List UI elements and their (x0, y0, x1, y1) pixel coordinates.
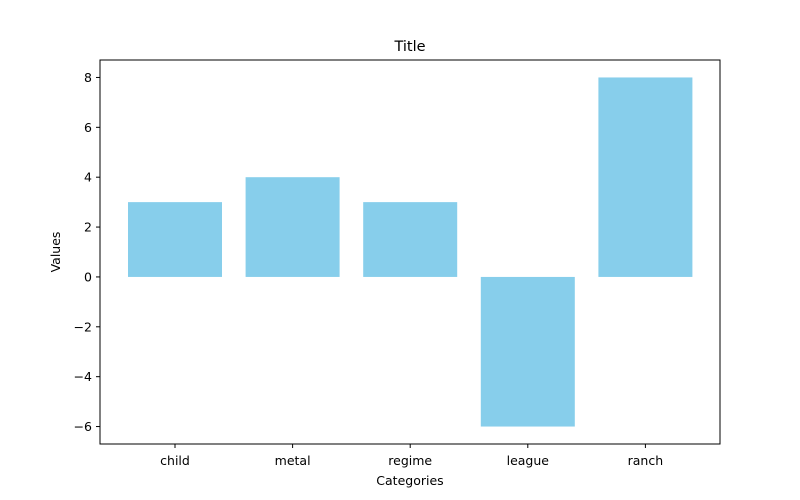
y-tick-label: −4 (74, 369, 92, 384)
plot-frame (99, 59, 721, 445)
bars-group (128, 77, 693, 427)
x-tick-label: league (507, 453, 550, 468)
x-axis-ticks: child metal regime league ranch (160, 444, 663, 468)
y-tick-label: 0 (84, 269, 92, 284)
y-tick-label: 6 (84, 120, 92, 135)
bar-metal (245, 177, 340, 277)
bar-league (480, 276, 575, 427)
y-tick-label: 8 (84, 70, 92, 85)
y-tick-label: 4 (84, 170, 92, 185)
y-axis-ticks: −6 −4 −2 0 2 4 6 8 (74, 70, 100, 434)
y-tick-label: −2 (74, 319, 92, 334)
x-tick-label: ranch (628, 453, 664, 468)
x-tick-label: metal (275, 453, 311, 468)
y-axis-label: Values (48, 232, 63, 273)
y-tick-label: −6 (74, 419, 92, 434)
bar-ranch (598, 77, 693, 277)
chart-title: Title (393, 39, 425, 55)
x-axis-label: Categories (376, 473, 443, 488)
y-tick-label: 2 (84, 220, 92, 235)
bar-regime (363, 202, 458, 277)
bar-child (128, 202, 222, 277)
x-tick-label: regime (388, 453, 432, 468)
x-tick-label: child (160, 453, 190, 468)
